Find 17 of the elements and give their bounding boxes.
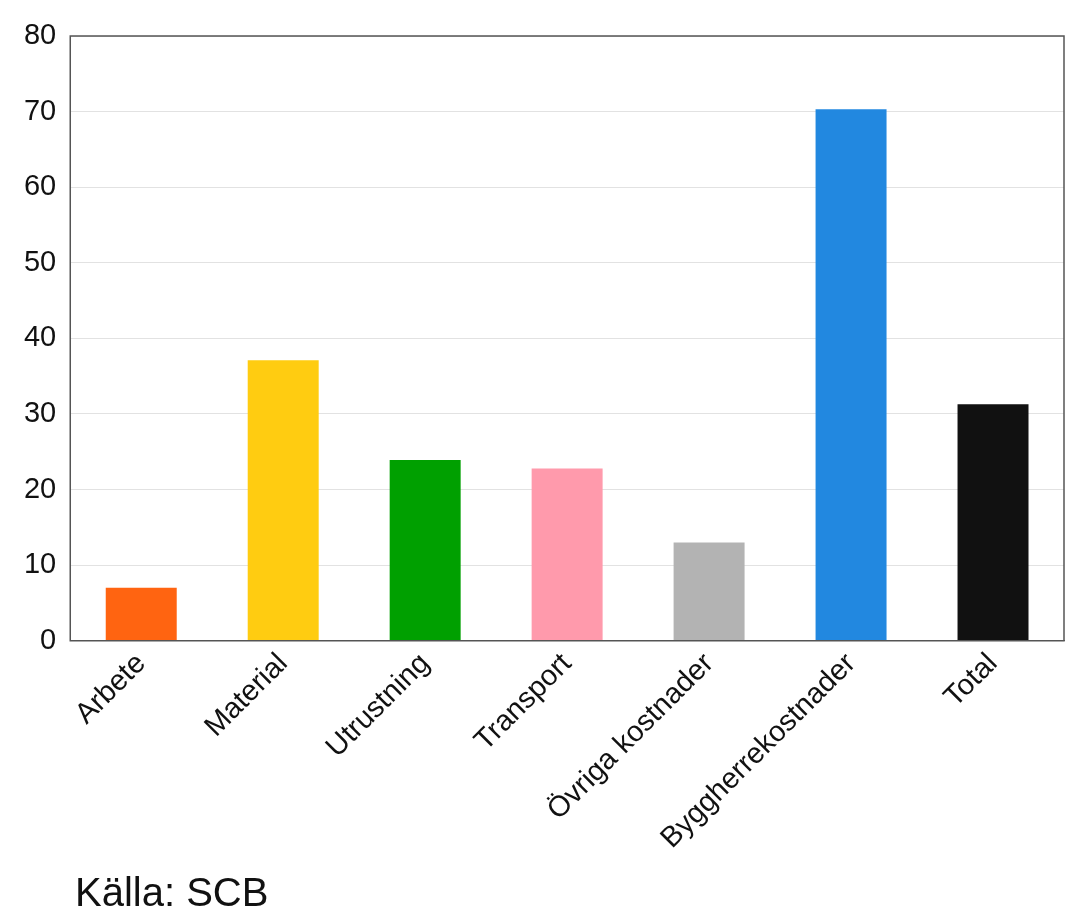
y-tick-label: 80: [23, 18, 57, 50]
y-tick-label: 0: [40, 622, 57, 655]
bar: [105, 587, 177, 641]
y-tick-label: 20: [23, 471, 57, 504]
bar: [531, 468, 603, 641]
y-tick-label: 40: [23, 320, 57, 353]
bar: [389, 460, 461, 641]
y-tick-label: 70: [23, 93, 57, 126]
bar: [673, 542, 745, 641]
y-tick-label: 10: [23, 547, 57, 580]
y-tick-label: 60: [23, 169, 57, 202]
bar: [247, 360, 319, 641]
bar: [957, 404, 1029, 641]
y-tick-label: 50: [23, 244, 57, 277]
y-tick-label: 30: [23, 395, 57, 428]
bar: [815, 109, 887, 641]
text: Källa: SCB: [75, 870, 269, 915]
